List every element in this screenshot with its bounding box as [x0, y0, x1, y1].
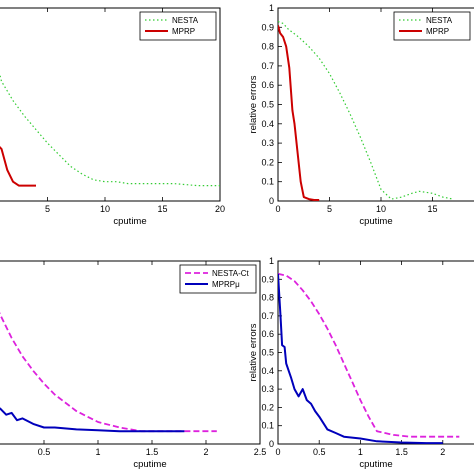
series-line-mprp	[0, 145, 36, 187]
y-axis-title: relative errors	[248, 75, 259, 133]
y-tick-label: 0.7	[261, 311, 274, 321]
y-tick-label: 0.3	[261, 138, 274, 148]
y-tick-label: 0.9	[261, 22, 274, 32]
legend-box	[179, 264, 257, 294]
y-tick-label: 0.9	[261, 274, 274, 284]
x-axis-title: cputime	[359, 459, 392, 470]
y-tick-label: 0.3	[261, 384, 274, 394]
x-tick-label: 5	[45, 204, 50, 214]
y-tick-label: 1	[269, 256, 274, 266]
legend: NESTA MPRP	[139, 11, 217, 41]
y-tick-label: 0.1	[261, 177, 274, 187]
series-line-nesta	[0, 73, 220, 187]
panel-bottom-left: 0.5 1 1.5 2 2.5 cputime NESTA-Ct MPRPμ	[0, 260, 267, 470]
series-line-0	[278, 272, 460, 438]
y-tick-label: 0.4	[261, 366, 274, 376]
legend: NESTA-Ct MPRPμ	[179, 264, 257, 294]
x-tick-label: 2.5	[254, 447, 267, 457]
series-line-nesta-ct	[0, 311, 217, 433]
x-tick-label: 10	[376, 204, 386, 214]
axes-frame	[277, 260, 474, 445]
x-tick-label: 20	[215, 204, 225, 214]
y-axis-title: relative errors	[248, 323, 259, 381]
legend-label: NESTA	[172, 16, 199, 25]
series-line-mprp-	[0, 407, 185, 433]
x-tick-label: 0.5	[38, 447, 51, 457]
x-axis-title: cputime	[359, 216, 392, 227]
legend-label: MPRP	[172, 27, 195, 36]
panel-top-left: 5 10 15 20 cputime NESTA MPRP	[0, 7, 225, 227]
series-line-mprp	[278, 25, 320, 201]
y-tick-label: 0.4	[261, 119, 274, 129]
x-tick-label: 2	[440, 447, 445, 457]
x-tick-label: 1.5	[395, 447, 408, 457]
series-line-1	[278, 273, 443, 444]
y-tick-label: 0.8	[261, 293, 274, 303]
x-axis-title: cputime	[113, 216, 146, 227]
x-tick-label: 1	[95, 447, 100, 457]
x-tick-label: 2	[203, 447, 208, 457]
axes-frame	[0, 260, 261, 445]
legend-label: MPRPμ	[212, 280, 240, 289]
y-tick-label: 0.7	[261, 61, 274, 71]
x-tick-label: 0.5	[313, 447, 326, 457]
x-tick-label: 15	[157, 204, 167, 214]
y-tick-label: 0.6	[261, 80, 274, 90]
x-tick-label: 5	[327, 204, 332, 214]
y-tick-label: 0.8	[261, 42, 274, 52]
y-tick-label: 0	[269, 439, 274, 449]
y-tick-label: 0.5	[261, 100, 274, 110]
y-tick-label: 1	[269, 3, 274, 13]
panel-bottom-right: 00.511.522.500.10.20.30.40.50.60.70.80.9…	[248, 256, 474, 470]
y-tick-label: 0	[269, 196, 274, 206]
x-tick-label: 1.5	[146, 447, 159, 457]
y-tick-label: 0.5	[261, 348, 274, 358]
legend-box	[393, 11, 471, 41]
x-tick-label: 15	[427, 204, 437, 214]
x-axis-title: cputime	[133, 459, 166, 470]
panel-top-right: 0 5 10 15 0 0.1 0.2 0.3 0.4 0.5 0.6 0.7 0.8 0.9 1 cputi…	[248, 3, 474, 227]
legend-label: MPRP	[426, 27, 449, 36]
x-tick-label: 1	[358, 447, 363, 457]
y-tick-label: 0.6	[261, 329, 274, 339]
series-line-nesta	[278, 20, 454, 200]
legend-box	[139, 11, 217, 41]
x-tick-label: 10	[100, 204, 110, 214]
y-tick-label: 0.1	[261, 421, 274, 431]
x-tick-label: 0	[275, 447, 280, 457]
y-tick-label: 0.2	[261, 157, 274, 167]
x-tick-label: 0	[275, 204, 280, 214]
y-tick-label: 0.2	[261, 402, 274, 412]
legend-label: NESTA-Ct	[212, 269, 250, 278]
legend-label: NESTA	[426, 16, 453, 25]
legend: NESTA MPRP	[393, 11, 471, 41]
